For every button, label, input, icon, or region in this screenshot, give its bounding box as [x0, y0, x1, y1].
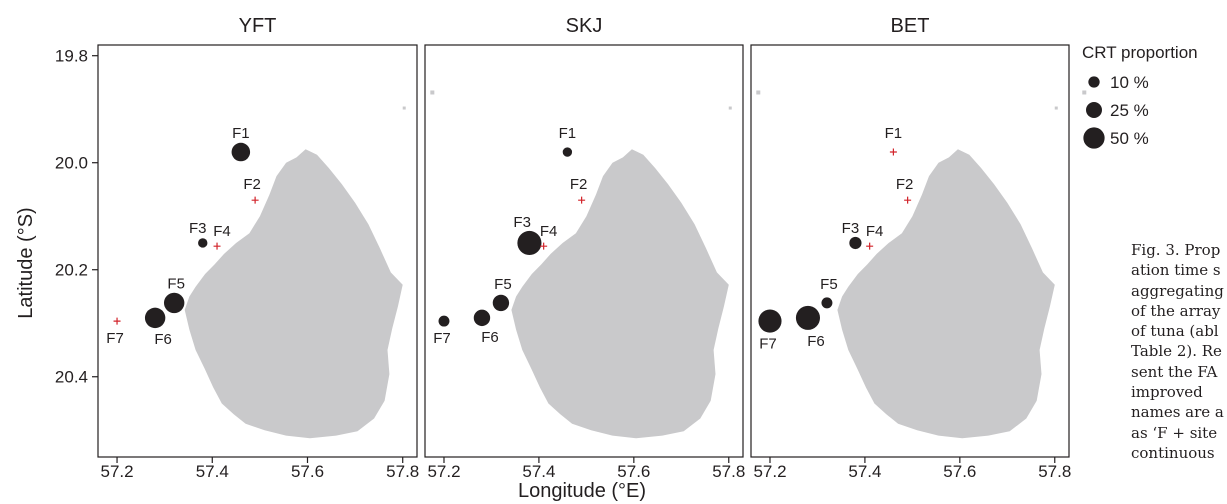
site-label: F1: [559, 125, 577, 142]
site-label: F2: [570, 176, 588, 193]
caption-line: Fig. 3. Prop: [1131, 241, 1221, 259]
site-label: F3: [189, 220, 207, 237]
caption-line: as ‘F + site: [1131, 423, 1218, 442]
islet: [430, 90, 435, 95]
y-tick-label: 19.8: [55, 47, 88, 66]
x-tick-label: 57.6: [291, 462, 324, 481]
site-marker-f4: [866, 242, 874, 250]
x-tick-label: 57.4: [196, 462, 229, 481]
x-tick-label: 57.8: [712, 462, 745, 481]
site-point-f5: [821, 297, 833, 309]
y-tick-label: 20.0: [55, 154, 88, 173]
site-label: F2: [896, 176, 914, 193]
caption-line: improved: [1131, 383, 1203, 402]
x-tick-label: 57.4: [522, 462, 555, 481]
site-point-f6: [795, 305, 821, 330]
site-label: F3: [513, 214, 531, 231]
caption-line: ation time s: [1131, 261, 1221, 280]
site-marker-f2: [904, 196, 912, 204]
site-label: F6: [481, 329, 499, 346]
panel-title: SKJ: [566, 15, 603, 37]
legend-swatch: [1088, 76, 1100, 88]
site-label: F3: [842, 220, 860, 237]
islet: [756, 90, 761, 95]
y-axis-label: Latitude (°S): [15, 207, 37, 318]
caption-line: continuous: [1131, 443, 1215, 462]
site-marker-f1: [889, 148, 897, 156]
figure-caption: Fig. 3. Prop ation time s aggregating of th…: [1131, 240, 1227, 463]
site-label: F6: [154, 331, 172, 348]
islet: [402, 106, 406, 110]
legend-label: 10 %: [1110, 73, 1149, 92]
legend-label: 50 %: [1110, 129, 1149, 148]
site-point-f3: [517, 230, 542, 256]
site-label: F5: [494, 276, 512, 293]
x-tick-label: 57.6: [943, 462, 976, 481]
panel-frame: [750, 44, 1070, 458]
site-label: F1: [232, 125, 250, 142]
island-landmass: [184, 149, 403, 439]
islet: [1082, 90, 1087, 95]
site-label: F5: [820, 276, 838, 293]
legend-title: CRT proportion: [1082, 43, 1198, 62]
panel-title: BET: [891, 15, 930, 37]
site-label: F7: [106, 330, 124, 347]
site-marker-f2: [251, 196, 259, 204]
site-label: F4: [866, 223, 884, 240]
site-marker-f4: [540, 242, 548, 250]
site-point-f3: [849, 236, 862, 250]
legend-swatch: [1086, 102, 1102, 118]
site-label: F2: [243, 176, 261, 193]
panel-bet: BET 57.2 57.4 57.6 57.8 F1 F2 F3 F4 F5 F6 F7: [750, 15, 1087, 481]
caption-line: names are a: [1131, 403, 1224, 422]
site-point-f6: [144, 307, 166, 329]
site-label: F4: [213, 223, 231, 240]
site-label: F4: [540, 223, 558, 240]
caption-line: Table 2). Re: [1131, 342, 1222, 361]
y-tick-label: 20.2: [55, 261, 88, 280]
panel-skj: SKJ 57.2 57.4 57.6 57.8 F1 F2 F3 F4 F5 F6 F7: [424, 15, 761, 481]
x-tick-label: 57.8: [386, 462, 419, 481]
caption-line: sent the FA: [1131, 362, 1218, 381]
site-label: F7: [759, 336, 777, 353]
site-marker-f7: [113, 317, 121, 325]
site-point-f5: [163, 292, 185, 314]
site-point-f5: [492, 294, 510, 312]
legend-swatch: [1083, 127, 1105, 149]
site-label: F6: [807, 333, 825, 350]
site-point-f6: [473, 309, 491, 327]
site-point-f1: [231, 142, 251, 162]
legend-label: 25 %: [1110, 101, 1149, 120]
site-point-f1: [562, 147, 573, 157]
x-tick-label: 57.2: [427, 462, 460, 481]
islet: [728, 106, 732, 110]
island-landmass: [511, 149, 729, 439]
site-point-f3: [198, 238, 208, 248]
island-landmass: [837, 149, 1055, 439]
x-tick-label: 57.2: [100, 462, 133, 481]
caption-line: of the array: [1131, 301, 1221, 320]
x-tick-label: 57.6: [617, 462, 650, 481]
y-tick-label: 20.4: [55, 368, 88, 387]
legend: CRT proportion 10 % 25 % 50 %: [1082, 43, 1198, 149]
site-marker-f4: [213, 242, 221, 250]
site-label: F1: [885, 125, 903, 142]
panel-title: YFT: [239, 15, 277, 37]
x-tick-label: 57.8: [1038, 462, 1071, 481]
x-tick-label: 57.4: [848, 462, 881, 481]
site-point-f7: [758, 309, 782, 333]
x-axis-label: Longitude (°E): [518, 480, 646, 502]
site-label: F7: [433, 330, 451, 347]
caption-line: of tuna (abl: [1131, 322, 1219, 341]
site-point-f7: [438, 315, 450, 327]
x-tick-label: 57.2: [753, 462, 786, 481]
caption-line: aggregating: [1131, 281, 1224, 300]
site-marker-f2: [578, 196, 586, 204]
panel-frame: [97, 44, 418, 458]
islet: [1054, 106, 1058, 110]
site-label: F5: [167, 276, 185, 293]
panel-frame: [424, 44, 744, 458]
panel-yft: YFT 57.2 57.4 57.6 57.8 19.8 20.0 20.2 20.4 F1 F2 F…: [55, 15, 435, 481]
